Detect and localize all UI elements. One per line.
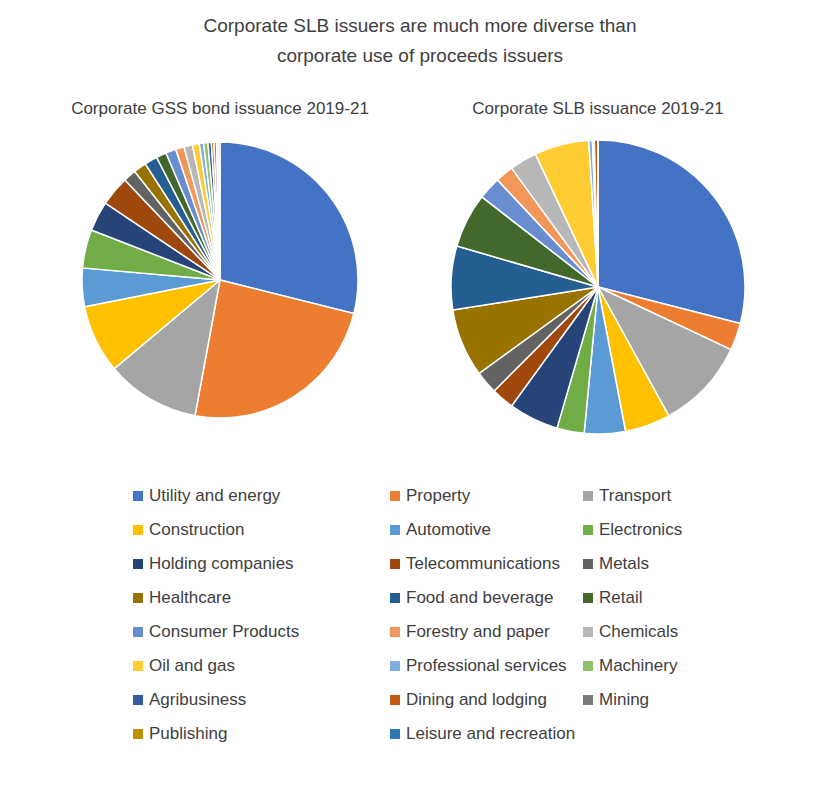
legend-swatch (583, 627, 593, 637)
legend-swatch (583, 661, 593, 671)
legend-item: Transport (583, 486, 671, 505)
legend-swatch (583, 593, 593, 603)
legend-swatch (390, 729, 400, 739)
pie-slice (211, 142, 220, 280)
legend-swatch (583, 491, 593, 501)
pie-slice (195, 280, 354, 418)
pie-slice (218, 142, 220, 280)
legend-label: Holding companies (149, 554, 294, 573)
legend-swatch (133, 525, 143, 535)
legend-item: Agribusiness (133, 690, 246, 709)
legend-swatch (583, 559, 593, 569)
legend-label: Publishing (149, 724, 227, 743)
legend-label: Machinery (599, 656, 678, 675)
legend-label: Automotive (406, 520, 491, 539)
chart-canvas: Corporate SLB issuers are much more dive… (0, 0, 840, 785)
legend-swatch (390, 559, 400, 569)
pie-slice (199, 143, 220, 280)
legend-swatch (390, 525, 400, 535)
legend-swatch (133, 491, 143, 501)
pie-slice (535, 140, 598, 287)
legend-item: Mining (583, 690, 649, 709)
legend-label: Mining (599, 690, 649, 709)
legend-item: Healthcare (133, 588, 231, 607)
chart-title: Corporate SLB issuers are much more dive… (204, 15, 637, 66)
legend-label: Forestry and paper (406, 622, 550, 641)
legend-item: Consumer Products (133, 622, 299, 641)
legend-label: Transport (599, 486, 671, 505)
legend-label: Healthcare (149, 588, 231, 607)
legend-swatch (390, 661, 400, 671)
legend-item: Publishing (133, 724, 227, 743)
pie-slice (592, 140, 598, 287)
legend-item: Holding companies (133, 554, 294, 573)
pie-slice (597, 140, 599, 287)
legend-label: Food and beverage (406, 588, 553, 607)
legend-item: Utility and energy (133, 486, 281, 505)
legend-item: Automotive (390, 520, 491, 539)
legend-label: Chemicals (599, 622, 678, 641)
legend-swatch (133, 593, 143, 603)
pie-slice (594, 140, 598, 287)
legend-item: Telecommunications (390, 554, 560, 573)
legend-swatch (390, 627, 400, 637)
legend-swatch (133, 627, 143, 637)
pie-slice (204, 143, 220, 280)
pie-title: Corporate SLB issuance 2019-21 (472, 99, 723, 118)
legend-item: Food and beverage (390, 588, 553, 607)
legend-item: Dining and lodging (390, 690, 547, 709)
legend-item: Metals (583, 554, 649, 573)
legend-label: Construction (149, 520, 244, 539)
legend-label: Electronics (599, 520, 682, 539)
legend-label: Dining and lodging (406, 690, 547, 709)
legend-swatch (133, 695, 143, 705)
legend-label: Leisure and recreation (406, 724, 575, 743)
legend-swatch (133, 729, 143, 739)
pie-slice (589, 140, 598, 287)
legend-label: Utility and energy (149, 486, 281, 505)
legend-label: Property (406, 486, 471, 505)
legend-swatch (583, 695, 593, 705)
legend-item: Construction (133, 520, 244, 539)
pie-title: Corporate GSS bond issuance 2019-21 (71, 99, 369, 118)
pie (82, 142, 358, 418)
legend-label: Professional services (406, 656, 567, 675)
pie-slice (597, 140, 599, 287)
legend-item: Retail (583, 588, 642, 607)
legend-item: Electronics (583, 520, 682, 539)
legend-item: Machinery (583, 656, 678, 675)
legend-label: Retail (599, 588, 642, 607)
legend-label: Telecommunications (406, 554, 560, 573)
legend-swatch (390, 695, 400, 705)
legend-swatch (390, 593, 400, 603)
legend-swatch (583, 525, 593, 535)
legend-item: Oil and gas (133, 656, 235, 675)
legend-item: Property (390, 486, 471, 505)
legend-swatch (133, 661, 143, 671)
legend-item: Chemicals (583, 622, 678, 641)
pie-slice (594, 140, 598, 287)
pie-slice (208, 142, 220, 280)
legend-label: Agribusiness (149, 690, 246, 709)
legend: Utility and energy Property Transport Const… (133, 486, 682, 743)
legend-label: Metals (599, 554, 649, 573)
pie-slice (597, 140, 599, 287)
legend-swatch (133, 559, 143, 569)
legend-item: Forestry and paper (390, 622, 550, 641)
legend-label: Oil and gas (149, 656, 235, 675)
legend-item: Leisure and recreation (390, 724, 575, 743)
pie-slice (217, 142, 220, 280)
legend-swatch (390, 491, 400, 501)
pie-slice (214, 142, 220, 280)
legend-label: Consumer Products (149, 622, 299, 641)
legend-item: Professional services (390, 656, 567, 675)
pie (451, 140, 745, 434)
